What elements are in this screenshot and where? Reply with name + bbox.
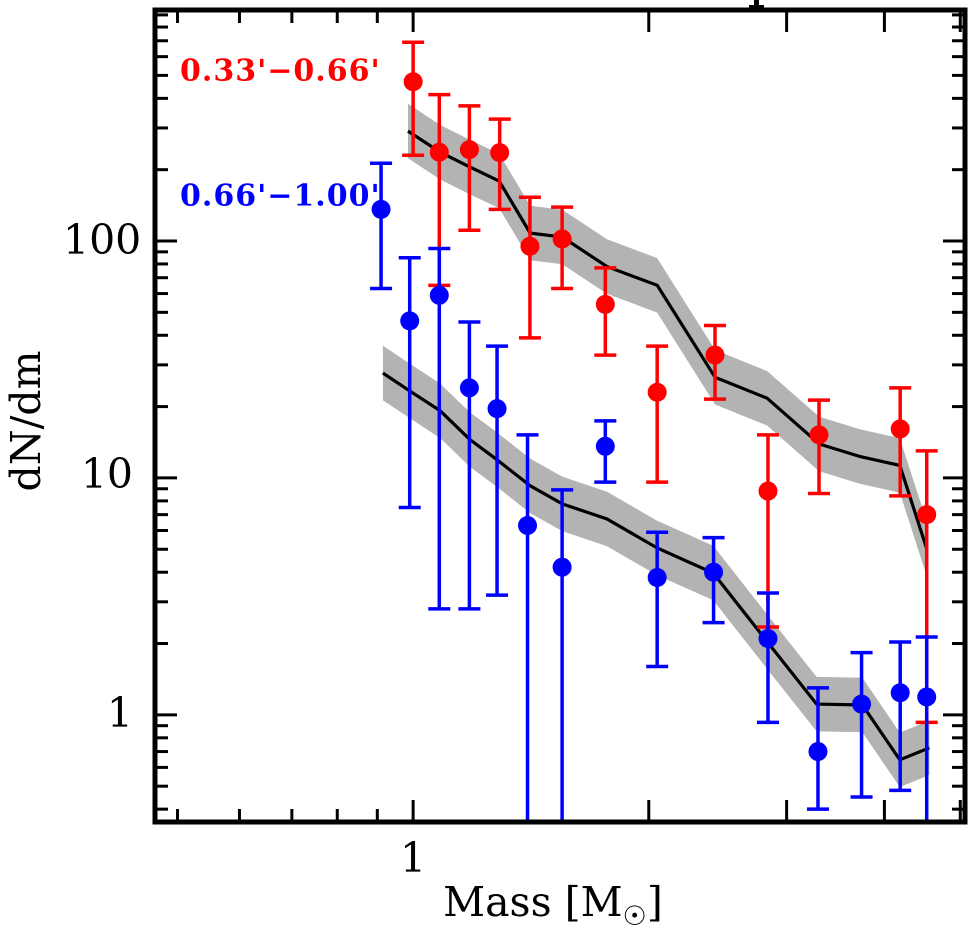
data-point (705, 345, 725, 365)
legend-item-inner-annulus: 0.33'−0.66' (180, 53, 381, 89)
data-point (487, 399, 507, 419)
data-point (459, 140, 479, 160)
data-point (459, 378, 479, 398)
sun-symbol: ☉ (622, 901, 647, 932)
data-point (890, 419, 910, 439)
data-point (890, 683, 910, 703)
data-point (595, 294, 615, 314)
plot-frame (152, 7, 968, 825)
plot-area (370, 40, 938, 822)
y-tick-label-1: 1 (106, 689, 133, 738)
data-point (647, 382, 667, 402)
model-0.33-0.66-line (407, 129, 929, 550)
x-axis-label: Mass [M☉] (443, 878, 663, 932)
data-point (809, 425, 829, 445)
data-point (371, 199, 391, 219)
x-tick-label-1: 1 (399, 834, 427, 882)
data-point (552, 557, 572, 577)
data-point (429, 142, 449, 162)
data-point (595, 436, 615, 456)
data-point (758, 481, 778, 501)
data-point (917, 687, 937, 707)
data-point (917, 505, 937, 525)
data-point (647, 567, 667, 587)
data-point (429, 285, 449, 305)
model-0.33-0.66-band (408, 103, 927, 577)
model-0.66-1.00-line (382, 371, 931, 762)
data-point (403, 72, 423, 92)
data-point (852, 694, 872, 714)
data-point (520, 236, 540, 256)
legend-item-outer-annulus: 0.66'−1.00' (180, 178, 381, 214)
data-point (400, 311, 420, 331)
y-tick-label-100: 100 (63, 216, 142, 265)
data-point (518, 515, 538, 535)
y-axis-label: dN/dm (2, 350, 50, 492)
data-point (704, 562, 724, 582)
data-point (758, 629, 778, 649)
y-tick-label-10: 10 (80, 450, 133, 499)
data-point (552, 229, 572, 249)
data-point (808, 742, 828, 762)
data-point (490, 143, 510, 163)
cropped-title-remnant (749, 0, 764, 9)
